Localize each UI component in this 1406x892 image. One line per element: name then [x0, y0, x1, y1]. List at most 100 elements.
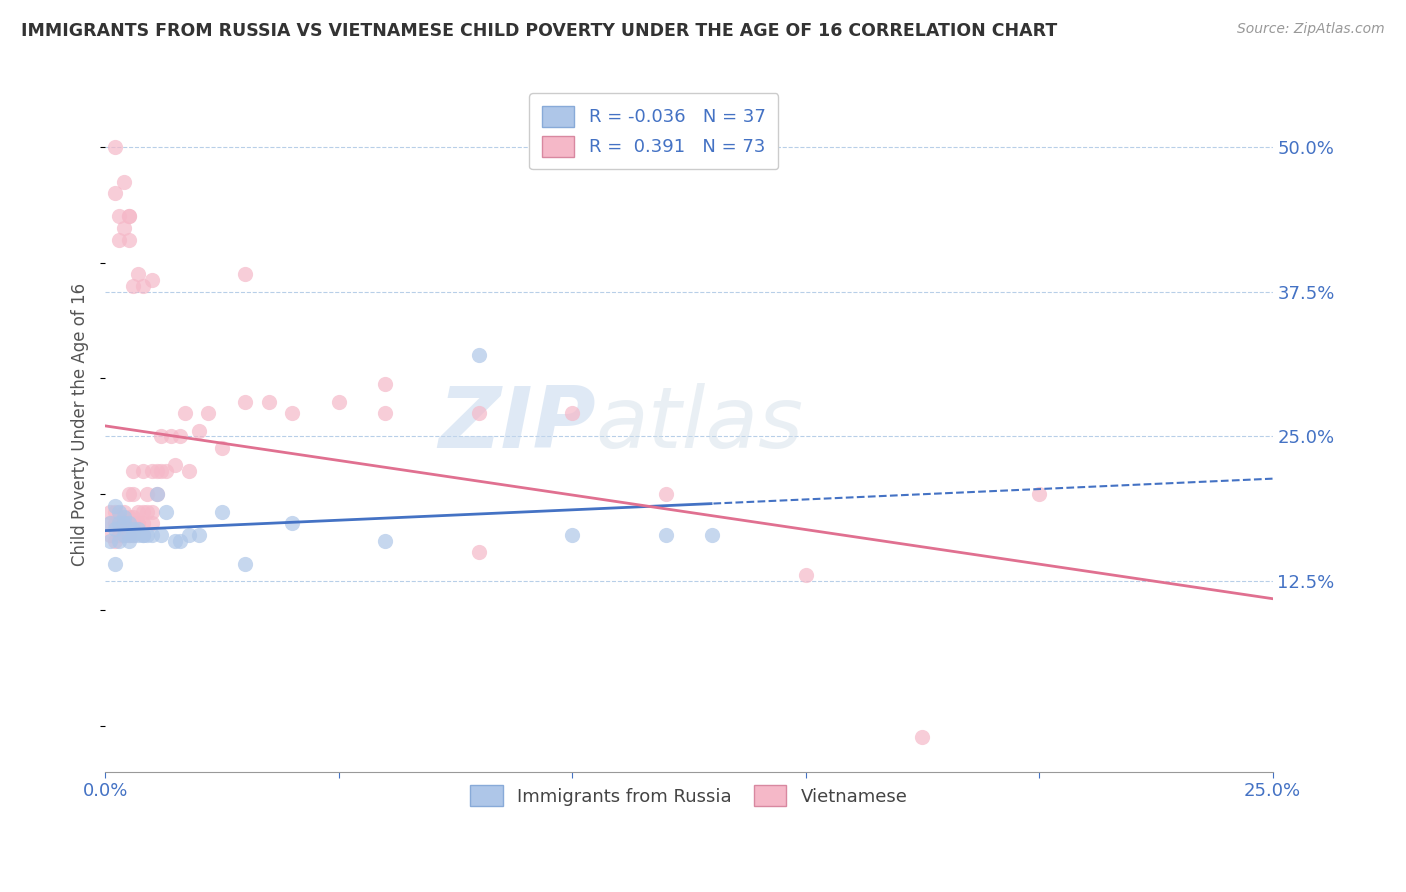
- Point: [468, 348, 491, 362]
- Point: [117, 510, 139, 524]
- Y-axis label: Child Poverty Under the Age of 16: Child Poverty Under the Age of 16: [72, 283, 89, 566]
- Point: [165, 533, 187, 548]
- Point: [127, 522, 149, 536]
- Point: [654, 487, 676, 501]
- Point: [112, 510, 135, 524]
- Point: [127, 527, 149, 541]
- Point: [561, 406, 583, 420]
- Text: ZIP: ZIP: [437, 384, 596, 467]
- Point: [159, 429, 181, 443]
- Point: [211, 441, 233, 455]
- Point: [131, 505, 153, 519]
- Point: [108, 533, 131, 548]
- Point: [98, 533, 121, 548]
- Point: [281, 516, 304, 531]
- Point: [136, 487, 159, 501]
- Point: [103, 533, 125, 548]
- Point: [112, 175, 135, 189]
- Point: [122, 527, 145, 541]
- Point: [911, 731, 934, 745]
- Text: IMMIGRANTS FROM RUSSIA VS VIETNAMESE CHILD POVERTY UNDER THE AGE OF 16 CORRELATI: IMMIGRANTS FROM RUSSIA VS VIETNAMESE CHI…: [21, 22, 1057, 40]
- Point: [117, 516, 139, 531]
- Point: [122, 516, 145, 531]
- Point: [179, 527, 201, 541]
- Point: [187, 424, 209, 438]
- Point: [141, 464, 163, 478]
- Point: [112, 221, 135, 235]
- Point: [150, 429, 173, 443]
- Point: [131, 278, 153, 293]
- Point: [122, 522, 145, 536]
- Point: [122, 527, 145, 541]
- Point: [117, 516, 139, 531]
- Point: [141, 505, 163, 519]
- Point: [136, 527, 159, 541]
- Point: [257, 394, 280, 409]
- Point: [103, 186, 125, 201]
- Point: [122, 464, 145, 478]
- Point: [165, 458, 187, 473]
- Point: [281, 406, 304, 420]
- Point: [103, 499, 125, 513]
- Point: [127, 516, 149, 531]
- Point: [127, 516, 149, 531]
- Point: [103, 505, 125, 519]
- Point: [187, 527, 209, 541]
- Text: atlas: atlas: [596, 384, 803, 467]
- Point: [794, 568, 817, 582]
- Point: [468, 406, 491, 420]
- Point: [328, 394, 350, 409]
- Point: [122, 487, 145, 501]
- Point: [108, 527, 131, 541]
- Point: [155, 464, 177, 478]
- Point: [98, 516, 121, 531]
- Point: [155, 505, 177, 519]
- Point: [112, 516, 135, 531]
- Point: [112, 505, 135, 519]
- Point: [131, 527, 153, 541]
- Point: [98, 505, 121, 519]
- Point: [117, 527, 139, 541]
- Point: [131, 464, 153, 478]
- Point: [654, 527, 676, 541]
- Point: [98, 516, 121, 531]
- Point: [103, 140, 125, 154]
- Point: [117, 527, 139, 541]
- Legend: Immigrants from Russia, Vietnamese: Immigrants from Russia, Vietnamese: [461, 776, 917, 815]
- Point: [127, 505, 149, 519]
- Point: [145, 464, 167, 478]
- Point: [211, 505, 233, 519]
- Point: [117, 210, 139, 224]
- Point: [141, 527, 163, 541]
- Point: [117, 533, 139, 548]
- Point: [131, 527, 153, 541]
- Point: [103, 516, 125, 531]
- Point: [233, 557, 256, 571]
- Point: [702, 527, 724, 541]
- Point: [117, 210, 139, 224]
- Point: [173, 406, 195, 420]
- Point: [150, 527, 173, 541]
- Point: [145, 487, 167, 501]
- Point: [197, 406, 219, 420]
- Point: [112, 522, 135, 536]
- Point: [374, 533, 396, 548]
- Point: [468, 545, 491, 559]
- Point: [112, 516, 135, 531]
- Point: [179, 464, 201, 478]
- Point: [1028, 487, 1050, 501]
- Point: [169, 429, 191, 443]
- Point: [150, 464, 173, 478]
- Point: [141, 273, 163, 287]
- Point: [108, 510, 131, 524]
- Point: [233, 267, 256, 281]
- Point: [108, 233, 131, 247]
- Point: [108, 210, 131, 224]
- Point: [145, 487, 167, 501]
- Point: [112, 527, 135, 541]
- Point: [561, 527, 583, 541]
- Point: [233, 394, 256, 409]
- Point: [108, 505, 131, 519]
- Point: [169, 533, 191, 548]
- Point: [141, 516, 163, 531]
